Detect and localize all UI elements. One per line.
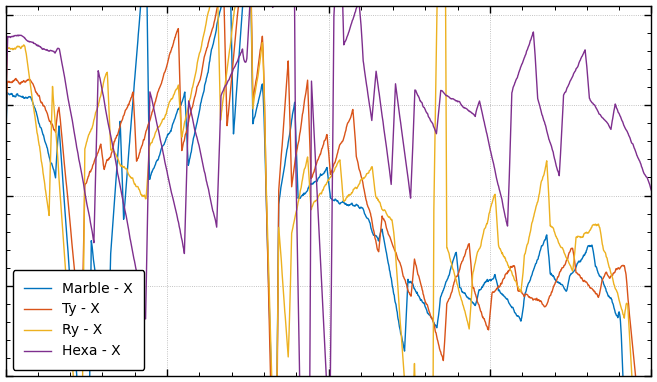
Marble - X xyxy=(1,141,9,146)
Ry - X xyxy=(369,172,377,177)
Ry - X xyxy=(1,118,9,123)
Ty - X xyxy=(1,136,9,141)
Hexa - X xyxy=(78,172,86,177)
Ry - X xyxy=(276,235,284,240)
Marble - X xyxy=(290,108,298,112)
Ry - X xyxy=(52,125,60,129)
Ty - X xyxy=(78,321,86,325)
Marble - X xyxy=(52,176,60,180)
Hexa - X xyxy=(1,113,9,118)
Hexa - X xyxy=(52,50,60,54)
Ty - X xyxy=(370,229,378,234)
Marble - X xyxy=(301,191,309,196)
Line: Hexa - X: Hexa - X xyxy=(5,0,652,382)
Ry - X xyxy=(301,166,309,171)
Line: Ry - X: Ry - X xyxy=(5,0,652,382)
Line: Marble - X: Marble - X xyxy=(5,0,652,382)
Marble - X xyxy=(370,233,378,238)
Ty - X xyxy=(302,93,309,97)
Hexa - X xyxy=(370,93,378,98)
Ry - X xyxy=(289,225,297,230)
Ty - X xyxy=(277,164,284,169)
Line: Ty - X: Ty - X xyxy=(5,0,652,382)
Ty - X xyxy=(52,130,60,134)
Hexa - X xyxy=(648,188,656,193)
Ty - X xyxy=(290,168,298,173)
Legend: Marble - X, Ty - X, Ry - X, Hexa - X: Marble - X, Ty - X, Ry - X, Hexa - X xyxy=(12,270,145,369)
Marble - X xyxy=(276,193,284,197)
